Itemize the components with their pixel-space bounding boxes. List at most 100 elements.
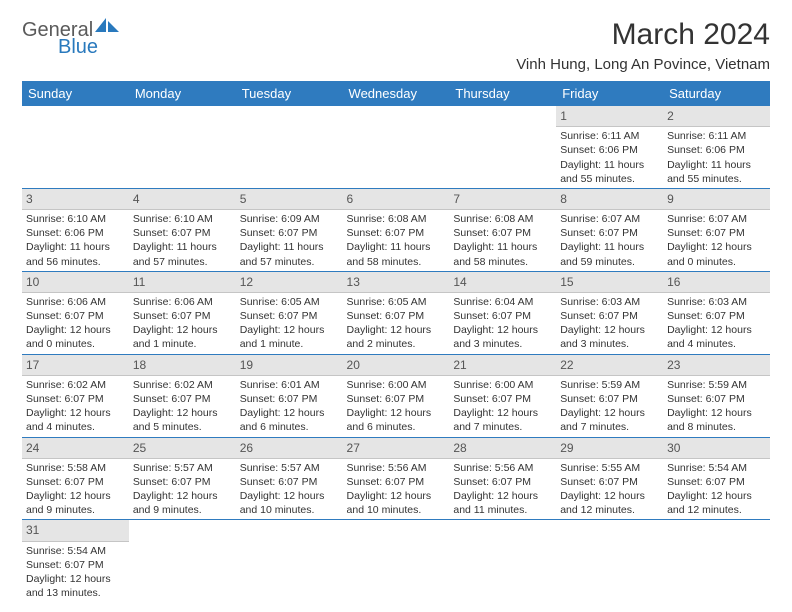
daylight-text: Daylight: 12 hours and 3 minutes.	[453, 323, 552, 351]
sunset-text: Sunset: 6:07 PM	[453, 392, 552, 406]
sunset-text: Sunset: 6:07 PM	[453, 475, 552, 489]
daylight-text: Daylight: 12 hours and 1 minute.	[240, 323, 339, 351]
daylight-text: Daylight: 11 hours and 55 minutes.	[667, 158, 766, 186]
sunrise-text: Sunrise: 5:58 AM	[26, 461, 125, 475]
day-body: Sunrise: 6:04 AMSunset: 6:07 PMDaylight:…	[449, 293, 556, 354]
day-body: Sunrise: 6:11 AMSunset: 6:06 PMDaylight:…	[556, 127, 663, 188]
day-body: Sunrise: 6:08 AMSunset: 6:07 PMDaylight:…	[449, 210, 556, 271]
day-body: Sunrise: 6:03 AMSunset: 6:07 PMDaylight:…	[663, 293, 770, 354]
logo: General Blue	[22, 18, 121, 59]
sunrise-text: Sunrise: 5:54 AM	[667, 461, 766, 475]
day-number: 22	[556, 355, 663, 376]
calendar-week-row: 10Sunrise: 6:06 AMSunset: 6:07 PMDayligh…	[22, 271, 770, 354]
calendar-day-cell: 3Sunrise: 6:10 AMSunset: 6:06 PMDaylight…	[22, 188, 129, 271]
calendar-day-cell: 5Sunrise: 6:09 AMSunset: 6:07 PMDaylight…	[236, 188, 343, 271]
day-number: 27	[343, 438, 450, 459]
sunrise-text: Sunrise: 6:06 AM	[133, 295, 232, 309]
sunset-text: Sunset: 6:07 PM	[667, 392, 766, 406]
day-number: 17	[22, 355, 129, 376]
day-body: Sunrise: 6:10 AMSunset: 6:07 PMDaylight:…	[129, 210, 236, 271]
sunset-text: Sunset: 6:07 PM	[133, 226, 232, 240]
sunrise-text: Sunrise: 5:56 AM	[453, 461, 552, 475]
sunset-text: Sunset: 6:07 PM	[667, 475, 766, 489]
calendar-empty-cell	[449, 520, 556, 602]
day-number: 8	[556, 189, 663, 210]
day-number: 24	[22, 438, 129, 459]
day-number: 6	[343, 189, 450, 210]
sunrise-text: Sunrise: 6:02 AM	[26, 378, 125, 392]
sunrise-text: Sunrise: 6:00 AM	[347, 378, 446, 392]
day-number: 31	[22, 520, 129, 541]
day-body: Sunrise: 6:00 AMSunset: 6:07 PMDaylight:…	[343, 376, 450, 437]
day-number: 18	[129, 355, 236, 376]
daylight-text: Daylight: 12 hours and 7 minutes.	[453, 406, 552, 434]
sunset-text: Sunset: 6:07 PM	[26, 309, 125, 323]
sunrise-text: Sunrise: 6:08 AM	[453, 212, 552, 226]
calendar-week-row: 1Sunrise: 6:11 AMSunset: 6:06 PMDaylight…	[22, 106, 770, 188]
calendar-day-cell: 28Sunrise: 5:56 AMSunset: 6:07 PMDayligh…	[449, 437, 556, 520]
daylight-text: Daylight: 12 hours and 4 minutes.	[667, 323, 766, 351]
sunrise-text: Sunrise: 6:05 AM	[240, 295, 339, 309]
logo-text-blue: Blue	[58, 36, 121, 59]
day-body: Sunrise: 6:03 AMSunset: 6:07 PMDaylight:…	[556, 293, 663, 354]
sunset-text: Sunset: 6:07 PM	[26, 558, 125, 572]
daylight-text: Daylight: 12 hours and 6 minutes.	[347, 406, 446, 434]
sunset-text: Sunset: 6:07 PM	[453, 226, 552, 240]
daylight-text: Daylight: 12 hours and 0 minutes.	[667, 240, 766, 268]
day-number: 15	[556, 272, 663, 293]
day-body: Sunrise: 6:09 AMSunset: 6:07 PMDaylight:…	[236, 210, 343, 271]
day-body: Sunrise: 6:07 AMSunset: 6:07 PMDaylight:…	[663, 210, 770, 271]
weekday-header: Friday	[556, 81, 663, 106]
daylight-text: Daylight: 12 hours and 9 minutes.	[133, 489, 232, 517]
sunrise-text: Sunrise: 6:03 AM	[560, 295, 659, 309]
daylight-text: Daylight: 11 hours and 58 minutes.	[347, 240, 446, 268]
daylight-text: Daylight: 12 hours and 13 minutes.	[26, 572, 125, 600]
daylight-text: Daylight: 11 hours and 55 minutes.	[560, 158, 659, 186]
weekday-header: Wednesday	[343, 81, 450, 106]
calendar-day-cell: 13Sunrise: 6:05 AMSunset: 6:07 PMDayligh…	[343, 271, 450, 354]
day-number: 2	[663, 106, 770, 127]
daylight-text: Daylight: 12 hours and 4 minutes.	[26, 406, 125, 434]
calendar-empty-cell	[236, 520, 343, 602]
daylight-text: Daylight: 11 hours and 57 minutes.	[240, 240, 339, 268]
calendar-day-cell: 21Sunrise: 6:00 AMSunset: 6:07 PMDayligh…	[449, 354, 556, 437]
calendar-day-cell: 18Sunrise: 6:02 AMSunset: 6:07 PMDayligh…	[129, 354, 236, 437]
sunrise-text: Sunrise: 6:04 AM	[453, 295, 552, 309]
calendar-day-cell: 1Sunrise: 6:11 AMSunset: 6:06 PMDaylight…	[556, 106, 663, 188]
sunset-text: Sunset: 6:06 PM	[560, 143, 659, 157]
sunrise-text: Sunrise: 5:57 AM	[240, 461, 339, 475]
day-body: Sunrise: 6:05 AMSunset: 6:07 PMDaylight:…	[343, 293, 450, 354]
day-body: Sunrise: 6:01 AMSunset: 6:07 PMDaylight:…	[236, 376, 343, 437]
sunset-text: Sunset: 6:07 PM	[26, 475, 125, 489]
day-number: 5	[236, 189, 343, 210]
daylight-text: Daylight: 12 hours and 5 minutes.	[133, 406, 232, 434]
day-body: Sunrise: 5:55 AMSunset: 6:07 PMDaylight:…	[556, 459, 663, 520]
sunset-text: Sunset: 6:07 PM	[240, 309, 339, 323]
sunrise-text: Sunrise: 6:10 AM	[133, 212, 232, 226]
calendar-empty-cell	[556, 520, 663, 602]
calendar-empty-cell	[663, 520, 770, 602]
sunset-text: Sunset: 6:07 PM	[560, 226, 659, 240]
calendar-empty-cell	[129, 106, 236, 188]
sunset-text: Sunset: 6:07 PM	[347, 475, 446, 489]
sunset-text: Sunset: 6:07 PM	[133, 475, 232, 489]
calendar-day-cell: 8Sunrise: 6:07 AMSunset: 6:07 PMDaylight…	[556, 188, 663, 271]
sunrise-text: Sunrise: 5:57 AM	[133, 461, 232, 475]
sunrise-text: Sunrise: 6:03 AM	[667, 295, 766, 309]
day-body: Sunrise: 5:56 AMSunset: 6:07 PMDaylight:…	[343, 459, 450, 520]
daylight-text: Daylight: 12 hours and 12 minutes.	[667, 489, 766, 517]
day-number: 11	[129, 272, 236, 293]
calendar-empty-cell	[236, 106, 343, 188]
sunrise-text: Sunrise: 6:00 AM	[453, 378, 552, 392]
day-number: 20	[343, 355, 450, 376]
calendar-day-cell: 6Sunrise: 6:08 AMSunset: 6:07 PMDaylight…	[343, 188, 450, 271]
sunrise-text: Sunrise: 5:59 AM	[667, 378, 766, 392]
calendar-day-cell: 22Sunrise: 5:59 AMSunset: 6:07 PMDayligh…	[556, 354, 663, 437]
day-number: 4	[129, 189, 236, 210]
sunrise-text: Sunrise: 6:09 AM	[240, 212, 339, 226]
sunset-text: Sunset: 6:07 PM	[347, 392, 446, 406]
day-number: 26	[236, 438, 343, 459]
sunset-text: Sunset: 6:06 PM	[26, 226, 125, 240]
day-number: 9	[663, 189, 770, 210]
day-body: Sunrise: 6:11 AMSunset: 6:06 PMDaylight:…	[663, 127, 770, 188]
